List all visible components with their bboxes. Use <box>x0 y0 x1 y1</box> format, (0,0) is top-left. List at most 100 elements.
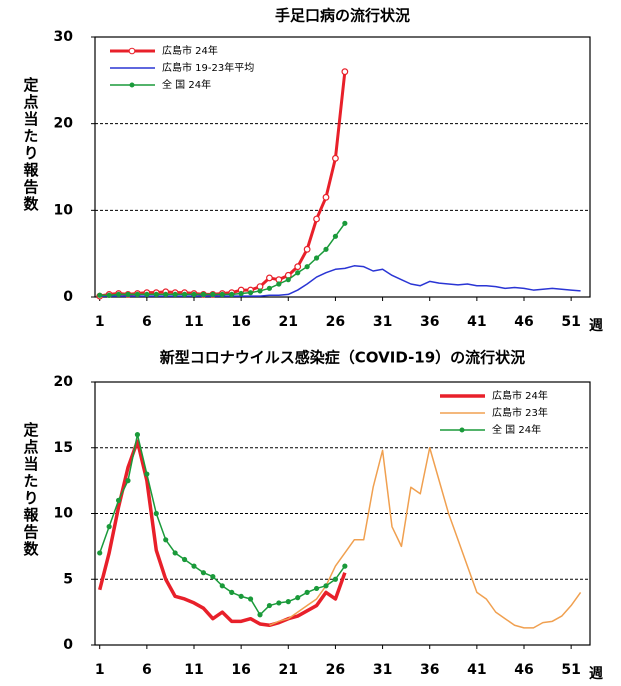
legend-label: 広島市 19-23年平均 <box>162 61 254 74</box>
x-tick-label: 36 <box>420 662 439 678</box>
series-line <box>99 222 346 297</box>
legend-label: 広島市 24年 <box>162 44 218 57</box>
point-marker <box>238 593 244 599</box>
legend-marker <box>129 82 135 88</box>
point-marker <box>106 292 112 298</box>
x-tick-label: 6 <box>142 314 152 330</box>
point-marker <box>191 291 197 297</box>
point-marker <box>285 599 291 605</box>
point-marker <box>313 215 320 223</box>
point-marker <box>247 290 254 296</box>
legend-label: 広島市 23年 <box>492 406 548 419</box>
point-marker <box>153 510 159 517</box>
y-tick-label: 0 <box>63 289 73 305</box>
x-tick-label: 26 <box>326 662 345 678</box>
point-marker <box>115 497 122 503</box>
point-marker <box>144 471 150 477</box>
point-marker <box>200 570 207 576</box>
point-marker <box>134 432 141 438</box>
point-marker <box>295 270 301 276</box>
x-axis-label: 週 <box>589 318 603 334</box>
x-tick-label: 1 <box>95 662 105 678</box>
point-marker <box>323 246 329 252</box>
x-tick-label: 21 <box>279 314 298 330</box>
point-marker <box>172 291 178 297</box>
point-marker <box>304 589 310 596</box>
point-marker <box>323 583 329 589</box>
point-marker <box>229 291 235 297</box>
point-marker <box>266 274 273 282</box>
point-marker <box>322 193 330 201</box>
y-tick-label: 10 <box>54 202 74 218</box>
legend-label: 全 国 24年 <box>162 78 211 91</box>
chart-title: 手足口病の流行状況 <box>275 7 410 25</box>
point-marker <box>313 585 320 592</box>
x-tick-label: 26 <box>326 314 345 330</box>
x-tick-label: 31 <box>373 314 392 330</box>
x-tick-label: 21 <box>279 662 298 678</box>
point-marker <box>97 550 103 556</box>
point-marker <box>106 524 112 530</box>
x-tick-label: 16 <box>231 662 250 678</box>
point-marker <box>125 478 131 484</box>
x-tick-label: 11 <box>184 314 203 330</box>
point-marker <box>276 600 282 606</box>
x-tick-label: 31 <box>373 662 392 678</box>
x-tick-label: 6 <box>142 662 152 678</box>
x-tick-label: 36 <box>420 314 439 330</box>
y-tick-label: 15 <box>54 440 73 456</box>
x-tick-label: 51 <box>561 662 580 678</box>
point-marker <box>257 288 263 294</box>
x-tick-label: 46 <box>514 314 533 330</box>
x-tick-label: 16 <box>231 314 250 330</box>
point-marker <box>313 255 320 261</box>
point-marker <box>238 290 244 297</box>
point-marker <box>295 595 301 601</box>
plot-frame <box>94 36 591 298</box>
x-tick-label: 11 <box>184 662 203 678</box>
point-marker <box>332 154 339 162</box>
x-tick-label: 1 <box>95 314 105 330</box>
y-tick-label: 20 <box>54 374 74 390</box>
point-marker <box>266 602 273 609</box>
point-marker <box>163 537 169 543</box>
chart-title: 新型コロナウイルス感染症（COVID-19）の流行状況 <box>160 349 525 367</box>
point-marker <box>172 550 178 556</box>
y-axis-label: 定点当たり報告数 <box>22 76 40 213</box>
y-tick-label: 30 <box>54 29 74 45</box>
legend-marker <box>128 47 136 55</box>
series-line <box>99 71 347 298</box>
x-tick-label: 41 <box>467 314 486 330</box>
point-marker <box>200 291 207 297</box>
point-marker <box>276 281 282 287</box>
point-marker <box>247 596 254 602</box>
series-line <box>269 447 582 629</box>
x-tick-label: 51 <box>561 314 580 330</box>
point-marker <box>257 612 263 618</box>
point-marker <box>97 292 103 298</box>
point-marker <box>125 291 131 297</box>
point-marker <box>332 233 339 239</box>
x-axis-label: 週 <box>589 666 603 682</box>
point-marker <box>115 291 122 297</box>
y-tick-label: 0 <box>63 637 73 653</box>
x-tick-label: 46 <box>514 662 533 678</box>
legend-label: 全 国 24年 <box>492 423 541 436</box>
y-tick-label: 20 <box>54 116 74 132</box>
point-marker <box>219 583 225 589</box>
point-marker <box>303 245 311 253</box>
y-tick-label: 5 <box>63 571 73 587</box>
point-marker <box>210 574 216 580</box>
point-marker <box>144 291 150 297</box>
point-marker <box>229 589 235 596</box>
x-tick-label: 41 <box>467 662 486 678</box>
series-line <box>98 439 347 628</box>
legend-marker <box>459 427 465 433</box>
y-axis-label: 定点当たり報告数 <box>22 421 40 558</box>
legend-label: 広島市 24年 <box>492 389 548 402</box>
series-line <box>99 265 581 297</box>
point-marker <box>210 291 216 297</box>
point-marker <box>181 291 188 297</box>
